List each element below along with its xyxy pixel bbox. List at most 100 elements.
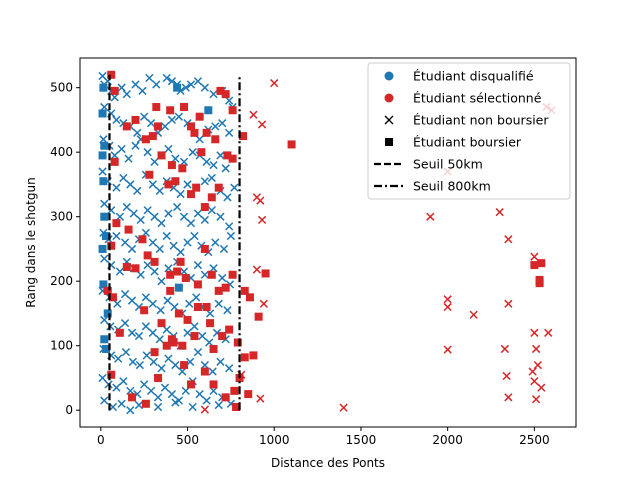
point-x: [530, 252, 539, 261]
point-x: [99, 135, 108, 144]
point-square: [221, 393, 230, 402]
point-square: [204, 106, 213, 115]
point-square: [221, 90, 230, 99]
y-axis-ticks: 0 100 200 300 400 500: [50, 81, 80, 417]
x-axis-label: Distance des Ponts: [271, 456, 385, 470]
point-x: [164, 144, 173, 154]
point-square: [530, 261, 539, 270]
point-x: [140, 380, 149, 389]
point-x: [198, 331, 207, 341]
point-x: [200, 215, 209, 225]
point-x: [134, 331, 144, 341]
point-x: [181, 83, 190, 92]
point-square: [167, 161, 176, 170]
point-square: [254, 312, 263, 321]
point-square: [214, 183, 223, 192]
point-x: [127, 244, 137, 254]
point-x: [164, 209, 173, 218]
point-x: [339, 403, 348, 412]
point-square: [193, 303, 202, 312]
point-x: [129, 209, 138, 218]
point-square: [207, 270, 216, 279]
point-x: [146, 386, 156, 396]
point-x: [148, 299, 157, 308]
point-x: [537, 383, 546, 392]
legend-label: Seuil 50km: [413, 157, 483, 172]
legend-box: [367, 62, 571, 200]
point-square: [190, 128, 199, 137]
point-x: [225, 364, 234, 373]
point-square: [148, 132, 157, 141]
point-x: [141, 293, 151, 302]
legend-label: Étudiant non boursier: [413, 113, 549, 128]
point-x: [188, 402, 197, 412]
point-square: [122, 263, 131, 272]
point-x: [211, 238, 220, 247]
point-square: [249, 351, 258, 360]
point-x: [146, 119, 156, 128]
point-x: [225, 222, 234, 231]
point-x: [216, 357, 225, 366]
point-x: [152, 80, 161, 89]
legend-label: Seuil 800km: [413, 179, 491, 194]
point-x: [183, 328, 192, 337]
point-square: [239, 132, 248, 141]
point-square: [157, 151, 166, 160]
y-tick-label: 400: [50, 145, 73, 159]
point-x: [112, 183, 121, 192]
point-x: [504, 299, 513, 308]
point-x: [190, 322, 199, 331]
point-x: [148, 328, 157, 337]
threshold-lines: [108, 74, 241, 411]
point-square: [216, 86, 225, 95]
point-x: [169, 241, 178, 250]
point-x: [117, 399, 126, 408]
point-x: [500, 344, 510, 354]
point-square: [110, 157, 119, 166]
point-square: [214, 286, 223, 295]
point-x: [157, 364, 166, 373]
point-square: [535, 279, 544, 288]
point-x: [153, 393, 163, 402]
point-x: [127, 328, 137, 337]
point-square: [166, 286, 175, 295]
point-x: [209, 264, 218, 273]
point-x: [214, 400, 223, 410]
point-x: [202, 396, 211, 405]
point-square: [173, 83, 182, 92]
point-x: [150, 157, 159, 166]
legend-item: Étudiant non boursier: [384, 113, 549, 128]
point-x: [504, 235, 513, 244]
legend-item: Étudiant boursier: [385, 135, 522, 150]
point-x: [200, 405, 209, 414]
point-x: [218, 119, 227, 128]
point-square: [99, 280, 108, 289]
point-x: [113, 299, 122, 308]
point-x: [160, 383, 170, 392]
point-square: [202, 128, 211, 137]
point-x: [193, 348, 203, 357]
point-x: [249, 110, 258, 119]
point-square: [103, 286, 112, 295]
point-x: [122, 202, 131, 212]
point-square: [537, 259, 546, 268]
point-square: [110, 86, 119, 95]
point-x: [504, 393, 513, 402]
legend-handle: [384, 71, 394, 81]
point-square: [202, 303, 211, 312]
point-square: [223, 151, 232, 160]
point-square: [100, 141, 109, 150]
point-x: [115, 212, 125, 221]
point-x: [138, 86, 147, 96]
point-x: [98, 373, 107, 383]
legend-item: Seuil 800km: [374, 179, 491, 194]
legend-item: Seuil 50km: [374, 157, 483, 172]
point-x: [211, 122, 220, 131]
point-x: [162, 231, 171, 241]
point-square: [225, 325, 234, 334]
legend-label: Étudiant sélectionné: [413, 91, 542, 106]
point-x: [120, 238, 130, 247]
point-x: [115, 267, 125, 276]
point-square: [181, 273, 190, 282]
point-x: [533, 360, 542, 370]
